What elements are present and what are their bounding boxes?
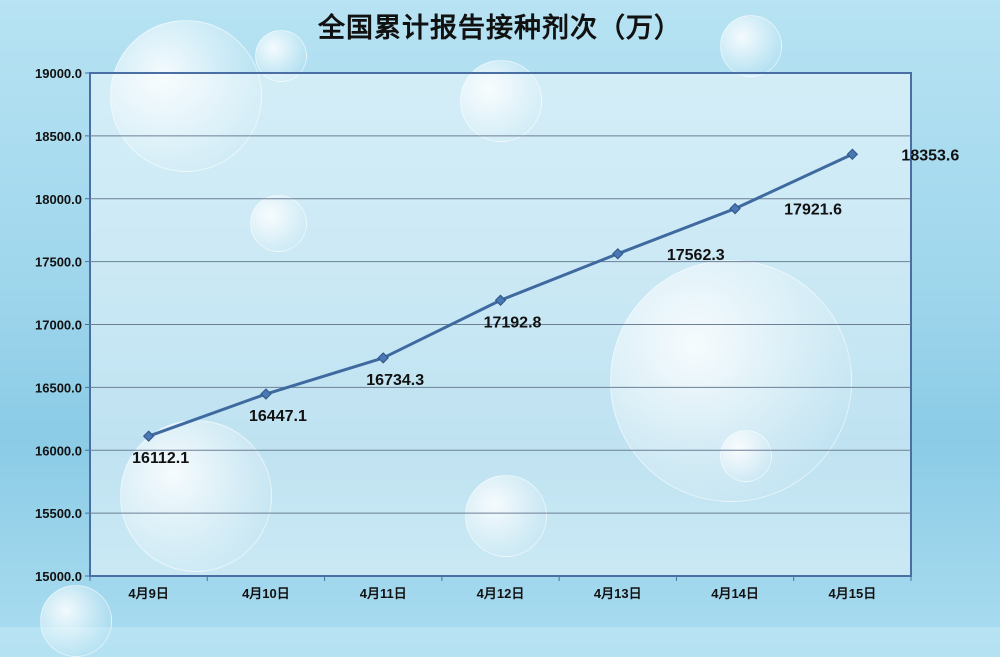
x-tick-label: 4月9日: [128, 586, 168, 601]
data-point-marker: [846, 148, 859, 160]
background-bubble: [250, 195, 307, 252]
data-point-marker: [729, 202, 741, 215]
data-label: 18353.6: [901, 147, 959, 164]
line-chart: 15000.0 15500.0 16000.0 16500.0 17000.0 17500…: [35, 66, 959, 601]
y-axis-ticks: 15000.0 15500.0 16000.0 16500.0 17000.0 17500…: [35, 66, 90, 584]
data-point-marker: [494, 294, 507, 306]
data-label: 16112.1: [132, 450, 189, 467]
x-tick-label: 4月14日: [711, 586, 759, 601]
background-bubble: [110, 20, 262, 172]
grid-lines: [90, 135, 911, 514]
x-tick-label: 4月15日: [829, 586, 877, 601]
x-tick-label: 4月11日: [360, 586, 407, 601]
data-point-marker: [377, 352, 389, 364]
y-tick-label: 15000.0: [35, 569, 82, 584]
background-bubble: [465, 475, 547, 557]
y-tick-label: 19000.0: [35, 66, 82, 81]
background-bubble: [720, 15, 782, 77]
x-tick-label: 4月10日: [242, 586, 290, 601]
x-axis-ticks: 4月9日 4月10日 4月11日 4月12日 4月13日 4月14日 4月15日: [89, 576, 912, 601]
y-tick-label: 16000.0: [35, 443, 82, 458]
data-point-marker: [260, 388, 272, 400]
data-label: 17921.6: [784, 202, 842, 219]
data-point-marker: [612, 248, 624, 260]
background-bubble: [120, 420, 272, 572]
data-label: 16734.3: [366, 372, 424, 389]
data-label: 17192.8: [484, 314, 542, 331]
data-labels: 16112.1 16447.1 16734.3 17192.8 17562.3 17921…: [132, 147, 959, 467]
x-tick-label: 4月12日: [477, 586, 525, 601]
data-label: 17562.3: [667, 247, 725, 264]
y-tick-label: 18000.0: [35, 192, 82, 207]
y-tick-label: 16500.0: [35, 380, 82, 395]
x-tick-label: 4月13日: [594, 586, 642, 601]
chart-title: 全国累计报告接种剂次（万）: [318, 13, 682, 44]
data-point-marker: [142, 430, 155, 442]
y-tick-label: 15500.0: [35, 506, 82, 521]
y-tick-label: 17500.0: [35, 255, 82, 270]
series-markers: [142, 148, 859, 442]
background-bubble: [720, 430, 772, 482]
y-tick-label: 17000.0: [35, 318, 82, 333]
data-label: 16447.1: [249, 408, 307, 425]
y-tick-label: 18500.0: [35, 129, 82, 144]
